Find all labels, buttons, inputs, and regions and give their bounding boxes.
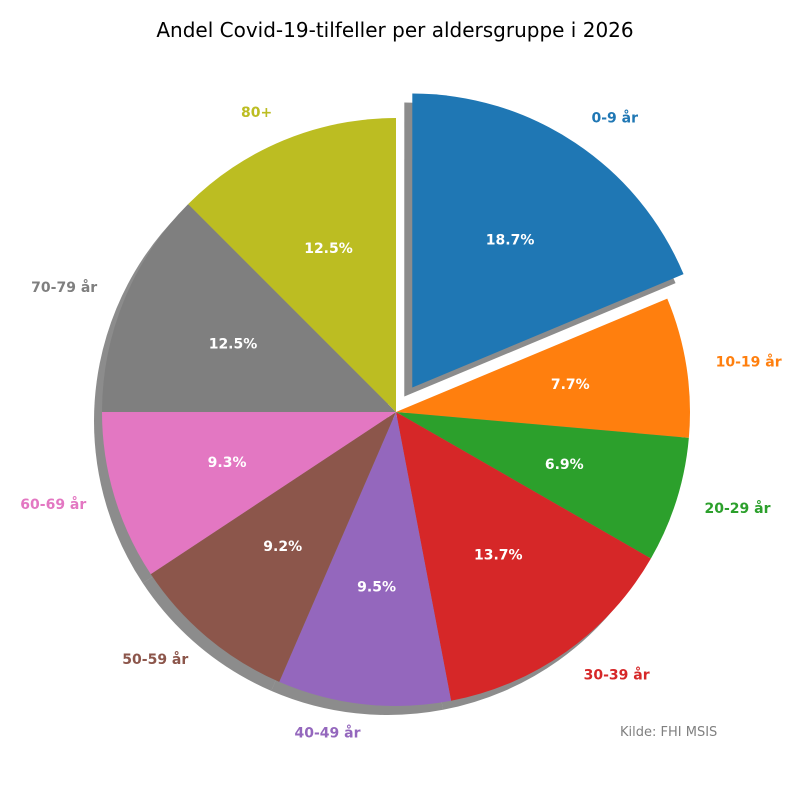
slice-label-0-9-r: 0-9 år bbox=[592, 109, 639, 126]
slice-label-20-29-r: 20-29 år bbox=[705, 500, 771, 517]
percent-labels: 18.7% 7.7% 6.9% 13.7% 9.5% 9.2% 9.3% 12.5% 12.5% bbox=[208, 233, 590, 596]
percent-label-80: 12.5% bbox=[304, 241, 353, 257]
percent-label-20-29-r: 6.9% bbox=[545, 457, 584, 473]
slice-20-29-r bbox=[396, 412, 689, 559]
slice-80 bbox=[188, 117, 396, 412]
percent-label-70-79-r: 12.5% bbox=[209, 337, 258, 353]
slice-label-40-49-r: 40-49 år bbox=[294, 724, 360, 741]
slice-labels: 0-9 år 10-19 år 20-29 år 30-39 år 40-49 år 50… bbox=[20, 105, 781, 741]
percent-label-10-19-r: 7.7% bbox=[551, 377, 590, 393]
pie-slices bbox=[102, 93, 690, 706]
slice-label-10-19-r: 10-19 år bbox=[716, 353, 782, 370]
slice-30-39-r bbox=[396, 412, 651, 701]
slice-70-79-r bbox=[102, 204, 396, 412]
percent-label-0-9-r: 18.7% bbox=[486, 233, 535, 249]
percent-label-60-69-r: 9.3% bbox=[208, 455, 247, 471]
slice-40-49-r bbox=[279, 412, 452, 706]
slice-label-80: 80+ bbox=[241, 105, 272, 121]
percent-label-30-39-r: 13.7% bbox=[474, 548, 523, 564]
slice-0-9-r bbox=[412, 93, 684, 388]
slice-50-59-r bbox=[150, 412, 396, 682]
chart-title: Andel Covid-19-tilfeller per aldersgrupp… bbox=[156, 18, 633, 42]
slice-60-69-r bbox=[102, 412, 396, 575]
source-note: Kilde: FHI MSIS bbox=[620, 725, 717, 740]
percent-label-50-59-r: 9.2% bbox=[263, 539, 302, 555]
slice-label-70-79-r: 70-79 år bbox=[31, 279, 97, 296]
slice-label-60-69-r: 60-69 år bbox=[20, 496, 86, 513]
slice-label-50-59-r: 50-59 år bbox=[122, 651, 188, 668]
slice-10-19-r bbox=[396, 298, 690, 438]
slice-label-30-39-r: 30-39 år bbox=[584, 666, 650, 683]
percent-label-40-49-r: 9.5% bbox=[357, 579, 396, 595]
